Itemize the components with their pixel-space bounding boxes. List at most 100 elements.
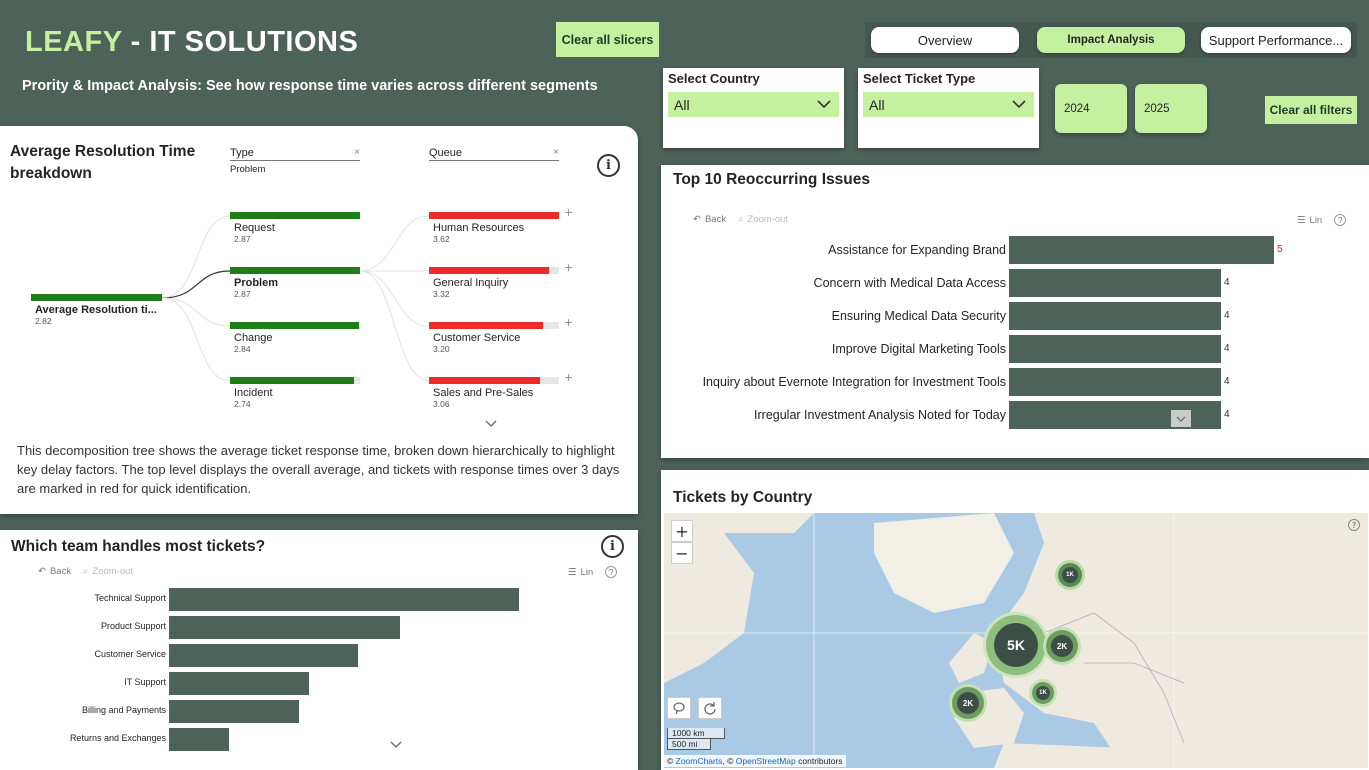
map-cluster[interactable]: 1K bbox=[1058, 563, 1082, 587]
issues-title: Top 10 Reoccurring Issues bbox=[673, 171, 870, 188]
team-bar[interactable] bbox=[169, 644, 358, 667]
type-node[interactable]: Change 2.84 bbox=[230, 322, 360, 354]
attr-text: contributors bbox=[795, 756, 843, 766]
country-map[interactable]: + − ? 1K 5K 2K 1K 2K 1000 km 500 mi © Zo… bbox=[664, 513, 1368, 768]
back-arrow-icon[interactable]: ↶ bbox=[38, 566, 46, 577]
teams-toolbar: ↶ Back ⌕ Zoom-out bbox=[38, 566, 133, 577]
team-bar[interactable] bbox=[169, 588, 519, 611]
queue-node[interactable]: + General Inquiry 3.32 bbox=[429, 261, 574, 299]
type-value: 2.74 bbox=[234, 399, 251, 409]
ticket-type-dropdown[interactable]: All bbox=[863, 92, 1034, 117]
expand-plus-icon[interactable]: + bbox=[564, 316, 574, 329]
map-cluster[interactable]: 5K bbox=[986, 615, 1046, 675]
list-icon[interactable]: ☰ bbox=[568, 566, 577, 578]
type-label: Incident bbox=[234, 387, 273, 399]
help-icon[interactable]: ? bbox=[605, 566, 618, 578]
expand-plus-icon[interactable]: + bbox=[564, 261, 574, 274]
issue-bar[interactable] bbox=[1009, 302, 1221, 330]
map-background bbox=[664, 513, 1368, 768]
queue-node[interactable]: + Human Resources 3.62 bbox=[429, 206, 574, 244]
zoomcharts-link[interactable]: ZoomCharts bbox=[675, 756, 723, 766]
queue-bar-track bbox=[429, 267, 559, 274]
issues-scale-toolbar: ☰ Lin ? bbox=[1297, 214, 1347, 226]
issue-bar[interactable] bbox=[1009, 335, 1221, 363]
ticket-type-slicer-title: Select Ticket Type bbox=[863, 71, 976, 86]
team-bar[interactable] bbox=[169, 616, 400, 639]
map-zoom-out-button[interactable]: − bbox=[671, 542, 693, 564]
help-icon[interactable]: ? bbox=[1348, 519, 1360, 531]
type-bar bbox=[230, 377, 354, 384]
map-cluster[interactable]: 2K bbox=[952, 687, 984, 719]
queue-bar bbox=[429, 267, 549, 274]
map-cluster[interactable]: 1K bbox=[1032, 682, 1054, 704]
lasso-select-button[interactable] bbox=[667, 697, 691, 719]
tree-connectors bbox=[161, 215, 430, 382]
back-arrow-icon[interactable]: ↶ bbox=[693, 214, 701, 225]
type-bar-track bbox=[230, 267, 360, 274]
team-bar[interactable] bbox=[169, 672, 309, 695]
team-label: IT Support bbox=[124, 677, 166, 687]
issue-bar[interactable] bbox=[1009, 236, 1274, 264]
team-label: Billing and Payments bbox=[81, 705, 166, 715]
map-reset-button[interactable] bbox=[698, 697, 722, 719]
issue-bar[interactable] bbox=[1009, 269, 1221, 297]
type-node[interactable]: Incident 2.74 bbox=[230, 377, 360, 409]
team-bar[interactable] bbox=[169, 728, 229, 751]
root-label: Average Resolution ti... bbox=[35, 304, 157, 316]
map-cluster[interactable]: 2K bbox=[1046, 630, 1078, 662]
info-icon[interactable]: i bbox=[597, 154, 620, 177]
queue-value: 3.62 bbox=[433, 234, 450, 244]
chevron-down-icon[interactable] bbox=[390, 741, 402, 749]
list-icon[interactable]: ☰ bbox=[1297, 214, 1306, 226]
map-scale: 1000 km 500 mi bbox=[667, 728, 725, 750]
clear-filters-button[interactable]: Clear all filters bbox=[1265, 96, 1357, 124]
zoom-out-button[interactable]: Zoom-out bbox=[747, 214, 789, 225]
page-navigation: Overview Impact Analysis Support Perform… bbox=[865, 22, 1357, 58]
nav-impact-analysis-button[interactable]: Impact Analysis bbox=[1037, 27, 1185, 53]
team-label: Customer Service bbox=[94, 649, 166, 659]
zoom-out-button[interactable]: Zoom-out bbox=[92, 566, 134, 577]
country-dropdown[interactable]: All bbox=[668, 92, 839, 117]
ticket-type-selected-value: All bbox=[869, 96, 885, 113]
issue-bar[interactable] bbox=[1009, 368, 1221, 396]
back-button[interactable]: Back bbox=[704, 214, 727, 225]
scroll-down-button[interactable] bbox=[1171, 410, 1191, 427]
back-button[interactable]: Back bbox=[49, 566, 72, 577]
zoom-out-icon[interactable]: ⌕ bbox=[738, 214, 744, 225]
info-icon[interactable]: i bbox=[601, 535, 624, 558]
chevron-down-icon bbox=[1012, 100, 1026, 109]
close-icon[interactable]: × bbox=[553, 147, 559, 158]
issue-value: 4 bbox=[1224, 277, 1230, 288]
type-label: Problem bbox=[234, 277, 279, 289]
linear-scale-button[interactable]: Lin bbox=[1309, 214, 1323, 226]
clear-slicers-button[interactable]: Clear all slicers bbox=[556, 22, 659, 57]
tree-root-node[interactable]: Average Resolution ti... 2.82 bbox=[31, 294, 162, 326]
queue-node[interactable]: + Sales and Pre-Sales 3.06 bbox=[429, 371, 574, 409]
root-bar bbox=[31, 294, 162, 301]
issue-value: 5 bbox=[1277, 244, 1283, 255]
zoom-out-icon[interactable]: ⌕ bbox=[83, 566, 89, 577]
year-2025-button[interactable]: 2025 bbox=[1135, 84, 1207, 133]
queue-value: 3.32 bbox=[433, 289, 450, 299]
map-zoom-in-button[interactable]: + bbox=[671, 520, 693, 542]
type-header-filter: Problem bbox=[230, 164, 266, 175]
linear-scale-button[interactable]: Lin bbox=[580, 566, 594, 578]
team-bar[interactable] bbox=[169, 700, 299, 723]
expand-plus-icon[interactable]: + bbox=[564, 206, 574, 219]
cluster-label: 1K bbox=[1036, 686, 1050, 700]
type-bar-track bbox=[230, 212, 360, 219]
year-2024-button[interactable]: 2024 bbox=[1055, 84, 1127, 133]
nav-support-performance-button[interactable]: Support Performance... bbox=[1201, 27, 1351, 53]
expand-plus-icon[interactable]: + bbox=[564, 371, 574, 384]
close-icon[interactable]: × bbox=[354, 147, 360, 158]
openstreetmap-link[interactable]: OpenStreetMap bbox=[735, 756, 796, 766]
type-node[interactable]: Problem 2.87 bbox=[230, 267, 360, 299]
nav-overview-button[interactable]: Overview bbox=[871, 27, 1019, 53]
type-label: Change bbox=[234, 332, 273, 344]
chevron-down-icon[interactable] bbox=[485, 420, 497, 428]
queue-node[interactable]: + Customer Service 3.20 bbox=[429, 316, 574, 354]
help-icon[interactable]: ? bbox=[1334, 214, 1347, 226]
teams-bar-chart: Technical Support Product Support Customer… bbox=[0, 530, 638, 770]
type-node[interactable]: Request 2.87 bbox=[230, 212, 360, 244]
queue-bar bbox=[429, 322, 544, 329]
